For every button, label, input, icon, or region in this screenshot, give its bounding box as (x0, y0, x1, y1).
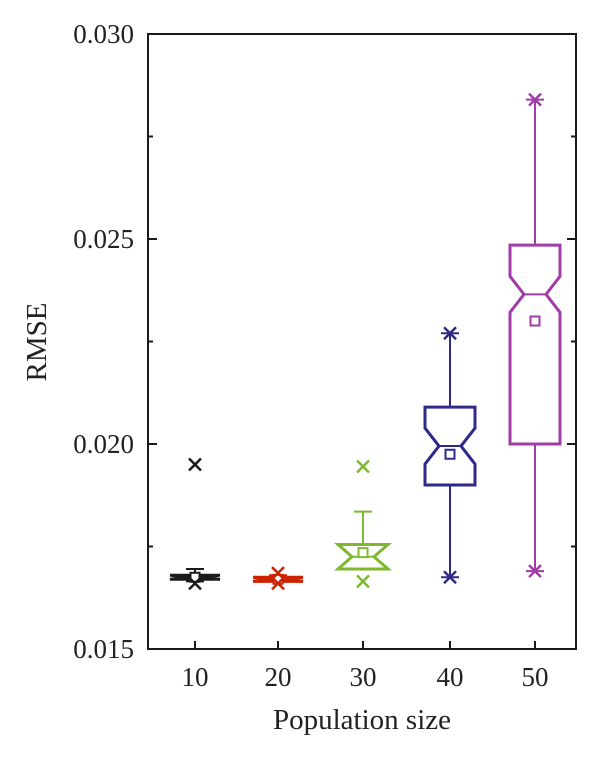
outlier-marker (528, 92, 542, 107)
y-tick-label: 0.025 (73, 224, 134, 254)
x-tick-label: 20 (265, 662, 292, 692)
outlier-stroke (443, 326, 457, 341)
box-20 (252, 566, 304, 591)
y-axis-label: RMSE (21, 303, 53, 382)
outlier-marker (528, 564, 542, 578)
x-axis-label: Population size (273, 704, 451, 736)
x-tick-label: 10 (182, 662, 209, 692)
outlier-marker (271, 566, 285, 581)
outlier-stroke (271, 576, 285, 591)
outlier-marker (188, 576, 202, 591)
box-30 (334, 459, 392, 589)
outlier-stroke (356, 574, 370, 589)
outlier-stroke (188, 457, 202, 472)
outlier-stroke (188, 576, 202, 591)
box-series (169, 92, 562, 591)
notched-box (423, 405, 477, 487)
outlier-stroke (443, 570, 457, 585)
notched-box (508, 243, 562, 446)
y-axis-ticks: 0.015 0.020 0.025 0.030 (73, 19, 576, 664)
x-tick-label: 30 (350, 662, 377, 692)
mean-marker (357, 547, 369, 559)
outlier-stroke (528, 92, 542, 107)
outlier-marker (188, 457, 202, 472)
outlier-marker (271, 576, 285, 591)
outlier-stroke (528, 564, 542, 578)
y-tick-label: 0.020 (73, 429, 134, 459)
outlier-marker (443, 326, 457, 341)
outlier-stroke (271, 566, 285, 581)
mean-marker (444, 448, 456, 460)
outlier-marker (356, 574, 370, 589)
x-axis-ticks: 10 20 30 40 50 (182, 641, 549, 692)
outlier-stroke (356, 459, 370, 474)
outlier-marker (356, 459, 370, 474)
box-50 (508, 92, 562, 578)
x-tick-label: 40 (437, 662, 464, 692)
box-10 (169, 457, 221, 591)
box-40 (423, 326, 477, 585)
outlier-marker (443, 570, 457, 585)
y-tick-label: 0.030 (73, 19, 134, 49)
mean-marker (529, 315, 541, 327)
x-tick-label: 50 (522, 662, 549, 692)
y-tick-label: 0.015 (73, 634, 134, 664)
